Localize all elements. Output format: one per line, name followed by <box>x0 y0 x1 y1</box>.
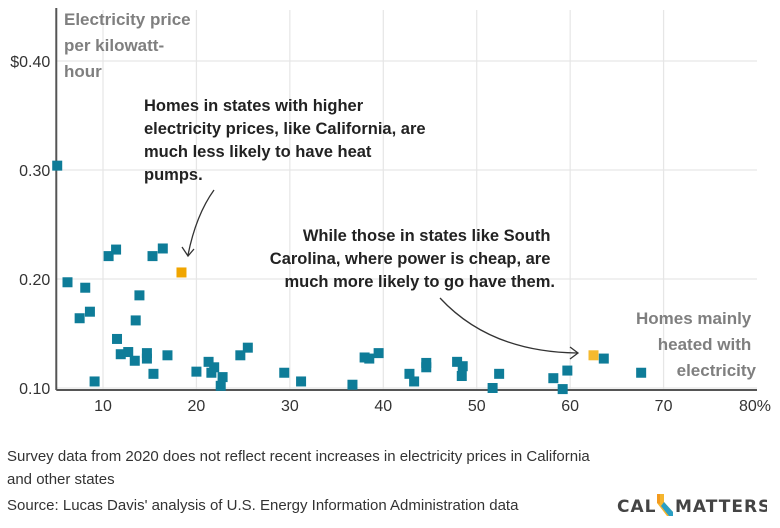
annotation-arrow-south-carolina <box>439 297 580 360</box>
data-point <box>115 349 126 360</box>
y-tick-label: 0.10 <box>19 381 50 398</box>
y-axis-label: Electricity price per kilowatt- hour <box>64 10 195 81</box>
data-point <box>191 366 202 377</box>
logo-text-left: CAL <box>617 497 656 517</box>
y-axis-label-line: hour <box>64 62 102 81</box>
data-point <box>279 367 290 378</box>
data-point <box>206 367 217 378</box>
data-point <box>242 342 253 353</box>
data-point <box>364 353 375 364</box>
data-point <box>548 373 559 384</box>
arrow-line <box>439 297 578 354</box>
arrow-head <box>569 346 580 360</box>
data-points <box>52 160 647 395</box>
california-shape-icon <box>657 494 673 516</box>
data-point <box>494 368 505 379</box>
x-tick-label: 40 <box>374 398 392 415</box>
annotation-line: pumps. <box>144 166 203 184</box>
data-point <box>373 348 384 359</box>
data-point <box>598 353 609 364</box>
calmatters-logo: CAL MATTERS <box>617 494 767 517</box>
data-point <box>456 371 467 382</box>
data-point <box>52 160 63 171</box>
grid-lines <box>56 10 758 389</box>
y-tick-label: 0.30 <box>19 163 50 180</box>
data-point <box>557 384 568 395</box>
y-tick-label: $0.40 <box>10 54 50 71</box>
data-point <box>129 355 140 366</box>
data-point <box>157 243 168 254</box>
x-tick-label: 10 <box>94 398 112 415</box>
data-point <box>235 350 246 361</box>
footnote: Survey data from 2020 does not reflect r… <box>7 448 590 488</box>
data-point <box>80 282 91 293</box>
x-tick-label: 70 <box>655 398 673 415</box>
source-line: Source: Lucas Davis' analysis of U.S. En… <box>7 497 519 514</box>
data-point <box>203 356 214 367</box>
x-axis-label: Homes mainly heated with electricity <box>636 309 757 380</box>
data-point <box>62 277 73 288</box>
data-point <box>74 313 85 324</box>
data-point <box>111 244 122 255</box>
data-point <box>89 376 100 387</box>
data-point <box>636 367 647 378</box>
x-axis-label-line: Homes mainly <box>636 309 752 328</box>
data-point <box>215 380 226 391</box>
annotation-california: Homes in states with higher electricity … <box>144 97 430 184</box>
annotation-line: While those in states like South <box>303 227 551 245</box>
data-point <box>103 251 114 262</box>
annotation-line: Carolina, where power is cheap, are <box>270 250 551 268</box>
annotation-line: much more likely to go have them. <box>285 273 556 291</box>
scatter-chart: 0.10 0.20 0.30 $0.40 10 20 30 40 50 60 70 80% Elec… <box>10 8 771 415</box>
data-point <box>421 362 432 373</box>
annotation-line: Homes in states with higher <box>144 97 364 115</box>
x-axis-ticks: 10 20 30 40 50 60 70 80% <box>94 398 771 415</box>
data-point <box>562 365 573 376</box>
data-point <box>147 251 158 262</box>
y-axis-ticks: 0.10 0.20 0.30 $0.40 <box>10 54 50 398</box>
x-axis-label-line: electricity <box>677 361 757 380</box>
x-axis-label-line: heated with <box>658 335 752 354</box>
data-point <box>409 376 420 387</box>
data-point <box>112 333 123 344</box>
annotation-line: much less likely to have heat <box>144 143 372 161</box>
data-point <box>141 353 152 364</box>
logo-text-right: MATTERS <box>675 497 767 517</box>
data-point <box>123 347 134 358</box>
data-point <box>130 315 141 326</box>
data-point <box>296 376 307 387</box>
y-axis-label-line: per kilowatt- <box>64 36 164 55</box>
x-tick-label: 50 <box>468 398 486 415</box>
data-point <box>457 361 468 372</box>
data-point <box>84 306 95 317</box>
data-point <box>452 356 463 367</box>
data-point <box>404 368 415 379</box>
arrow-line <box>187 189 215 256</box>
annotation-arrow-california <box>181 189 215 258</box>
x-tick-label: 80% <box>739 398 771 415</box>
x-tick-label: 20 <box>188 398 206 415</box>
data-point <box>347 379 358 390</box>
data-point-south-carolina <box>588 350 599 361</box>
annotation-south-carolina: While those in states like South Carolin… <box>270 227 555 291</box>
arrow-head <box>181 246 195 258</box>
data-point <box>141 348 152 359</box>
data-point <box>487 383 498 393</box>
y-tick-label: 0.20 <box>19 272 50 289</box>
data-point <box>134 290 145 301</box>
data-point-california <box>176 267 187 278</box>
y-axis-label-line: Electricity price <box>64 10 191 29</box>
x-tick-label: 30 <box>281 398 299 415</box>
data-point <box>217 372 228 383</box>
data-point <box>148 368 159 379</box>
x-tick-label: 60 <box>561 398 579 415</box>
data-point <box>209 362 220 373</box>
annotation-line: electricity prices, like California, are <box>144 120 426 138</box>
data-point <box>162 350 173 361</box>
